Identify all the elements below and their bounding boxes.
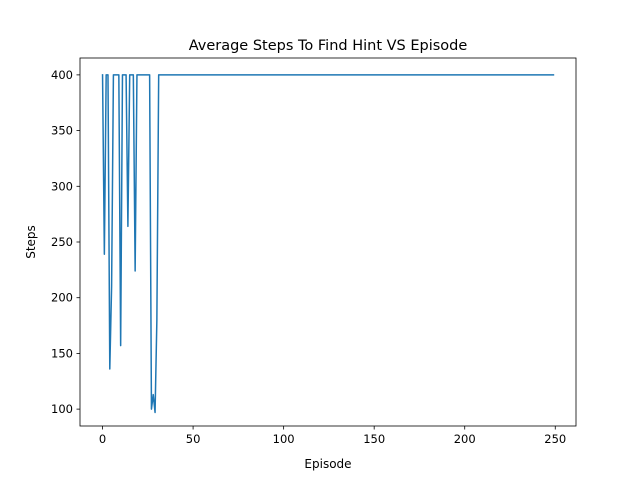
x-tick-label: 0	[99, 432, 106, 446]
chart-title: Average Steps To Find Hint VS Episode	[189, 38, 468, 54]
x-tick-label: 150	[363, 432, 385, 446]
y-axis: 100 150 200 250 300 350 400	[51, 68, 80, 416]
x-axis-label: Episode	[304, 457, 351, 471]
y-axis-label: Steps	[24, 225, 38, 259]
plot-area	[101, 74, 555, 414]
y-tick-label: 250	[51, 235, 73, 249]
y-tick-label: 350	[51, 124, 73, 138]
x-tick-label: 50	[186, 432, 201, 446]
x-tick-label: 100	[273, 432, 295, 446]
y-tick-label: 400	[51, 68, 73, 82]
y-tick-label: 300	[51, 179, 73, 193]
x-tick-label: 250	[544, 432, 566, 446]
x-axis: 0 50 100 150 200 250	[99, 426, 566, 446]
y-tick-label: 100	[51, 402, 73, 416]
series-line-0	[101, 74, 555, 414]
y-tick-label: 200	[51, 291, 73, 305]
y-tick-label: 150	[51, 346, 73, 360]
x-tick-label: 200	[454, 432, 476, 446]
